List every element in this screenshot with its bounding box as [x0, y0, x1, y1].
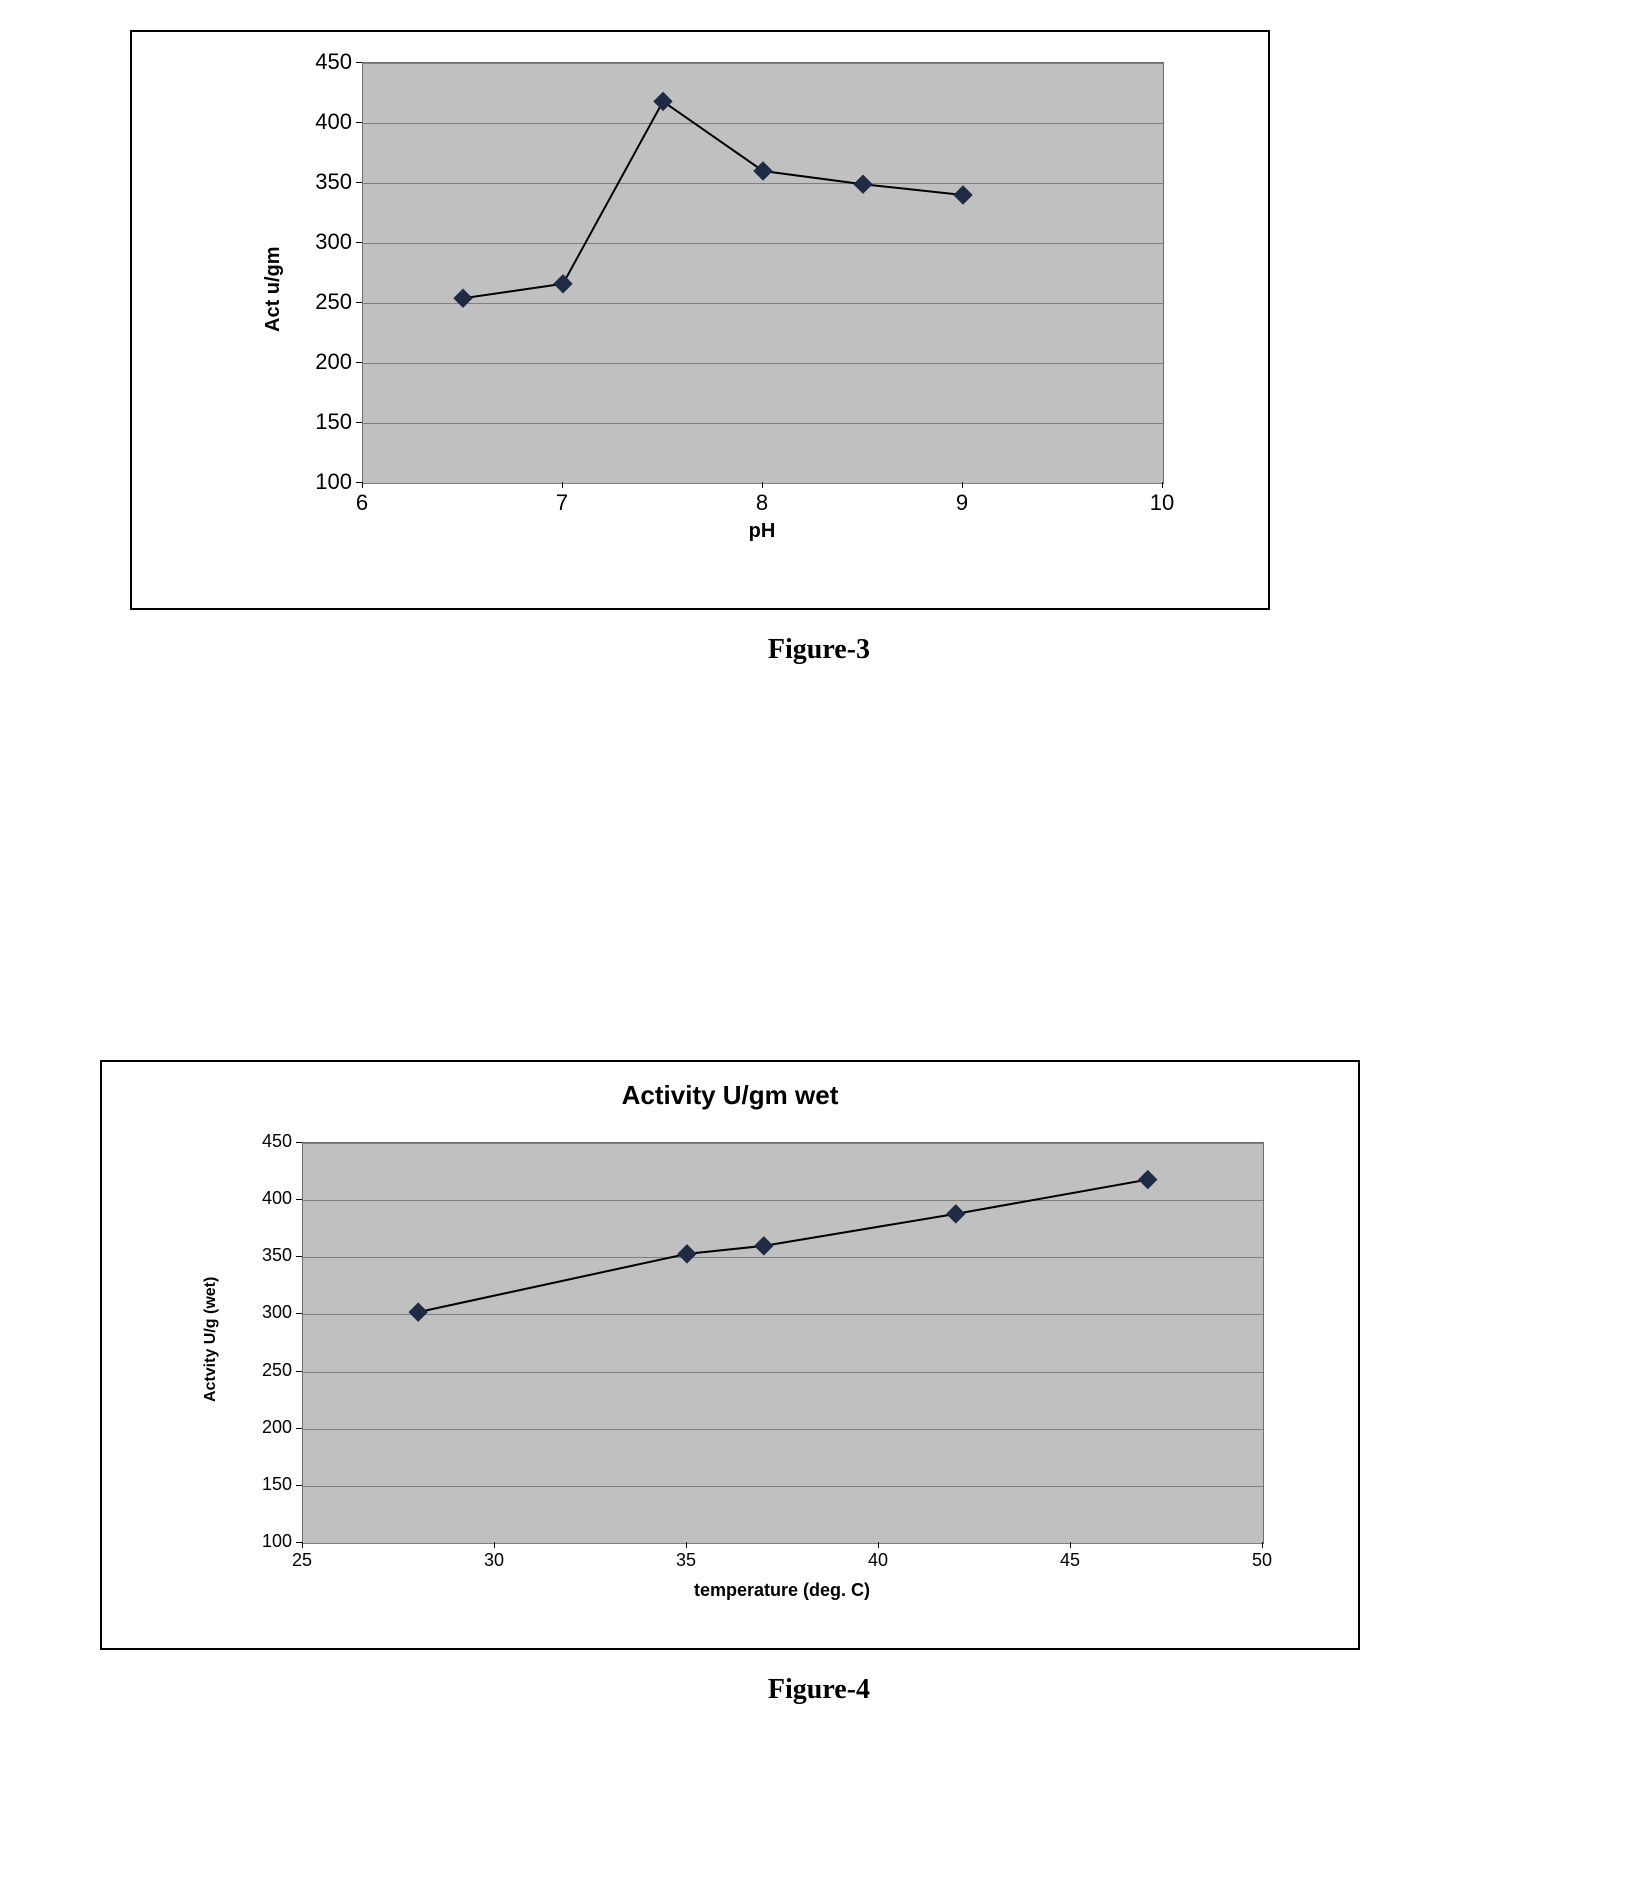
data-series [303, 1143, 1263, 1543]
x-axis-label: pH [362, 520, 1162, 543]
y-tick-mark [296, 1428, 302, 1429]
data-point-marker [554, 275, 572, 293]
series-line [418, 1180, 1148, 1313]
chart-title: Activity U/gm wet [102, 1080, 1358, 1111]
figure-4-caption: Figure-4 [0, 1674, 1638, 1706]
x-tick-label: 35 [656, 1550, 716, 1571]
data-point-marker [454, 289, 472, 307]
y-tick-mark [296, 1199, 302, 1200]
y-tick-label: 100 [232, 1531, 292, 1552]
plot-area [362, 62, 1164, 484]
data-point-marker [947, 1205, 965, 1223]
y-tick-mark [356, 182, 362, 183]
x-tick-mark [362, 482, 363, 488]
y-tick-mark [296, 1371, 302, 1372]
figure-3-chart: 100150200250300350400450678910Act u/gmpH [130, 30, 1270, 610]
data-point-marker [754, 162, 772, 180]
y-tick-label: 150 [292, 409, 352, 435]
y-tick-label: 450 [292, 49, 352, 75]
y-tick-mark [296, 1256, 302, 1257]
x-tick-mark [686, 1542, 687, 1548]
y-tick-label: 200 [232, 1417, 292, 1438]
y-tick-label: 250 [232, 1360, 292, 1381]
x-tick-mark [962, 482, 963, 488]
y-tick-label: 300 [292, 229, 352, 255]
figure-3-block: 100150200250300350400450678910Act u/gmpH… [0, 30, 1638, 666]
page: 100 150 200 250 300 350 400 450 6 7 8 9 10 Act u/gm pH… [0, 0, 1638, 1897]
x-tick-label: 50 [1232, 1550, 1292, 1571]
data-point-marker [954, 186, 972, 204]
y-tick-mark [356, 362, 362, 363]
x-tick-mark [562, 482, 563, 488]
y-tick-mark [356, 242, 362, 243]
x-tick-mark [494, 1542, 495, 1548]
y-tick-mark [296, 1485, 302, 1486]
y-tick-label: 150 [232, 1474, 292, 1495]
x-tick-label: 9 [932, 490, 992, 516]
y-tick-mark [356, 122, 362, 123]
x-tick-mark [878, 1542, 879, 1548]
y-tick-label: 300 [232, 1302, 292, 1323]
data-point-marker [678, 1245, 696, 1263]
y-tick-mark [296, 1142, 302, 1143]
data-point-marker [854, 175, 872, 193]
figure-3-caption: Figure-3 [0, 634, 1638, 666]
y-tick-mark [356, 302, 362, 303]
x-tick-label: 25 [272, 1550, 332, 1571]
figure-4-chart: Activity U/gm wet 100 150 200 250 300 350 400 45… [100, 1060, 1360, 1650]
data-series [363, 63, 1163, 483]
y-tick-label: 450 [232, 1131, 292, 1152]
data-point-marker [1139, 1171, 1157, 1189]
x-tick-mark [1070, 1542, 1071, 1548]
gridline [363, 483, 1163, 484]
y-tick-label: 400 [232, 1188, 292, 1209]
x-tick-label: 6 [332, 490, 392, 516]
y-tick-mark [356, 422, 362, 423]
x-tick-mark [762, 482, 763, 488]
series-line [463, 101, 963, 298]
data-point-marker [409, 1303, 427, 1321]
x-tick-label: 8 [732, 490, 792, 516]
data-point-marker [755, 1237, 773, 1255]
y-tick-mark [296, 1313, 302, 1314]
x-tick-label: 45 [1040, 1550, 1100, 1571]
y-axis-label: Act u/gm [262, 246, 285, 332]
x-axis-label: temperature (deg. C) [302, 1580, 1262, 1601]
figure-4-block: Activity U/gm wet 100 150 200 250 300 350 400 45… [0, 1060, 1638, 1706]
y-tick-mark [356, 62, 362, 63]
x-tick-mark [1262, 1542, 1263, 1548]
y-tick-label: 400 [292, 109, 352, 135]
y-tick-label: 350 [292, 169, 352, 195]
x-tick-label: 30 [464, 1550, 524, 1571]
y-axis-label: Actvity U/g (wet) [202, 1277, 220, 1402]
x-tick-mark [302, 1542, 303, 1548]
x-tick-label: 7 [532, 490, 592, 516]
y-tick-label: 200 [292, 349, 352, 375]
x-tick-label: 10 [1132, 490, 1192, 516]
plot-area [302, 1142, 1264, 1544]
gridline [303, 1543, 1263, 1544]
y-tick-label: 250 [292, 289, 352, 315]
x-tick-label: 40 [848, 1550, 908, 1571]
data-point-marker [654, 92, 672, 110]
y-tick-label: 350 [232, 1245, 292, 1266]
x-tick-mark [1162, 482, 1163, 488]
